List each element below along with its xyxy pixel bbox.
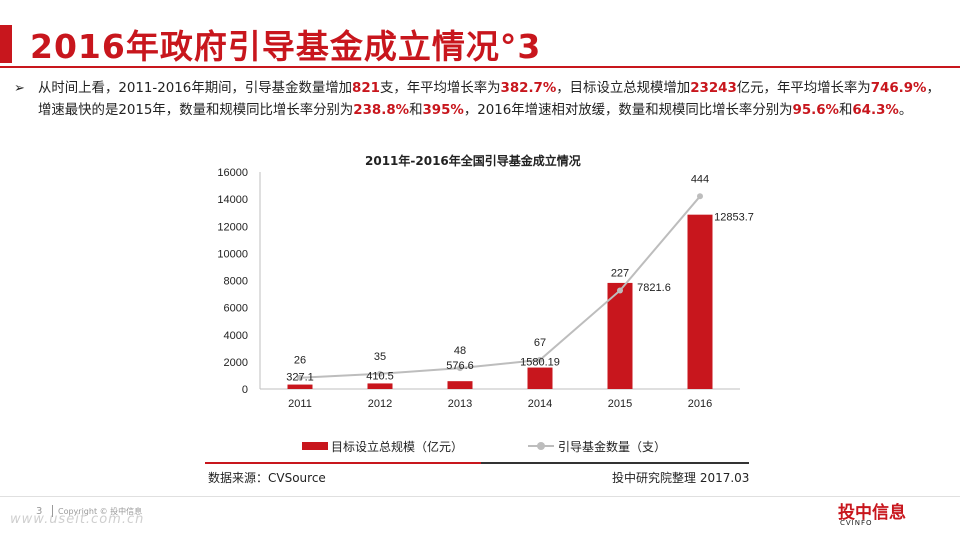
y-tick-label: 8000 xyxy=(224,276,248,288)
company-logo: 投中信息 CVINFO xyxy=(838,498,918,530)
bar xyxy=(607,282,633,389)
bar-value-label: 1580.19 xyxy=(520,357,560,369)
x-tick-label: 2011 xyxy=(288,398,312,410)
highlight-figure: 23243 xyxy=(690,81,737,96)
line-value-label: 26 xyxy=(294,355,306,367)
line-point xyxy=(697,193,703,200)
y-tick-label: 4000 xyxy=(224,330,248,342)
highlight-figure: 238.8% xyxy=(353,103,410,118)
y-tick-label: 14000 xyxy=(217,194,248,206)
chart-title: 2011年-2016年全国引导基金成立情况 xyxy=(365,154,581,168)
data-source: 数据来源：CVSource xyxy=(208,471,326,485)
line-point xyxy=(457,365,463,372)
highlight-figure: 746.9% xyxy=(870,81,927,96)
x-tick-label: 2016 xyxy=(688,398,712,410)
summary-segment: 支，年平均增长率为 xyxy=(379,81,501,96)
x-tick-label: 2013 xyxy=(448,398,472,410)
watermark: www.useit.com.cn xyxy=(10,512,145,527)
y-tick-label: 10000 xyxy=(217,248,248,260)
line-value-label: 67 xyxy=(534,337,546,349)
bar xyxy=(367,383,393,389)
summary-segment: 和 xyxy=(409,103,423,118)
summary-segment: 。 xyxy=(898,103,913,118)
line-point xyxy=(537,356,543,363)
source-credit: 投中研究院整理 2017.03 xyxy=(612,471,750,485)
y-tick-label: 2000 xyxy=(224,357,248,369)
bar-value-label: 576.6 xyxy=(446,360,474,372)
summary-segment: ，增速最快的是2015年，数量和规模同比增长率分别为 xyxy=(38,81,940,118)
y-tick-label: 16000 xyxy=(217,167,248,179)
line-point xyxy=(617,287,623,294)
highlight-figure: 395% xyxy=(422,103,464,118)
x-tick-label: 2012 xyxy=(368,398,392,410)
title-underline xyxy=(0,66,960,68)
highlight-figure: 821 xyxy=(352,81,380,96)
line-value-label: 227 xyxy=(611,267,629,279)
line-point xyxy=(297,374,303,381)
y-tick-label: 12000 xyxy=(217,221,248,233)
summary-segment: 和 xyxy=(838,103,853,118)
bar-value-label: 12853.7 xyxy=(714,212,754,224)
summary-segment: ，目标设立总规模增加 xyxy=(556,81,691,96)
highlight-figure: 64.3% xyxy=(852,103,899,118)
legend-line-marker xyxy=(537,442,545,450)
footer-rule xyxy=(0,496,960,497)
x-tick-label: 2015 xyxy=(608,398,632,410)
highlight-figure: 95.6% xyxy=(792,103,839,118)
y-tick-label: 6000 xyxy=(224,303,248,315)
bar xyxy=(447,381,473,389)
title-accent-bar xyxy=(0,25,12,63)
summary-segment: ，2016年增速相对放缓，数量和规模同比增长率分别为 xyxy=(463,103,793,118)
summary-paragraph: ➢ 从时间上看，2011-2016年期间，引导基金数量增加821支，年平均增长率… xyxy=(14,78,943,122)
bar xyxy=(287,384,313,389)
count-line xyxy=(299,195,701,379)
bar xyxy=(687,214,713,389)
logo-text: 投中信息 xyxy=(838,503,906,523)
summary-text: 从时间上看，2011-2016年期间，引导基金数量增加821支，年平均增长率为3… xyxy=(38,81,940,118)
logo-subtext: CVINFO xyxy=(840,519,873,527)
highlight-figure: 382.7% xyxy=(500,81,557,96)
source-divider-red xyxy=(205,462,481,464)
legend-line-label: 引导基金数量（支） xyxy=(558,440,667,454)
copyright-text: Copyright © 投中信息 xyxy=(58,507,143,516)
chart-legend: 目标设立总规模（亿元） 引导基金数量（支） xyxy=(0,438,960,454)
line-value-label: 48 xyxy=(454,345,466,357)
x-tick-label: 2014 xyxy=(528,398,552,410)
bar-value-label: 410.5 xyxy=(366,370,394,382)
legend-bar-swatch xyxy=(302,442,328,450)
y-tick-label: 0 xyxy=(242,384,248,396)
chart: 0 2000 4000 6000 8000 10000 12000 14000 16000 201… xyxy=(217,167,754,410)
source-divider-dark xyxy=(481,462,749,464)
line-value-label: 35 xyxy=(374,351,386,363)
footer-divider xyxy=(52,505,53,517)
bullet-arrow-icon: ➢ xyxy=(14,81,25,96)
page-number: 3 xyxy=(36,506,43,517)
summary-segment: 从时间上看，2011-2016年期间，引导基金数量增加 xyxy=(38,81,353,96)
summary-segment: 亿元，年平均增长率为 xyxy=(736,81,871,96)
bar-value-label: 327.1 xyxy=(286,372,314,384)
line-value-label: 444 xyxy=(691,173,709,185)
page-title: 2016年政府引导基金成立情况°3 xyxy=(30,27,542,66)
line-point xyxy=(377,370,383,377)
legend-bar-label: 目标设立总规模（亿元） xyxy=(331,440,464,454)
bar-value-label: 7821.6 xyxy=(637,282,671,294)
bar xyxy=(527,367,553,389)
